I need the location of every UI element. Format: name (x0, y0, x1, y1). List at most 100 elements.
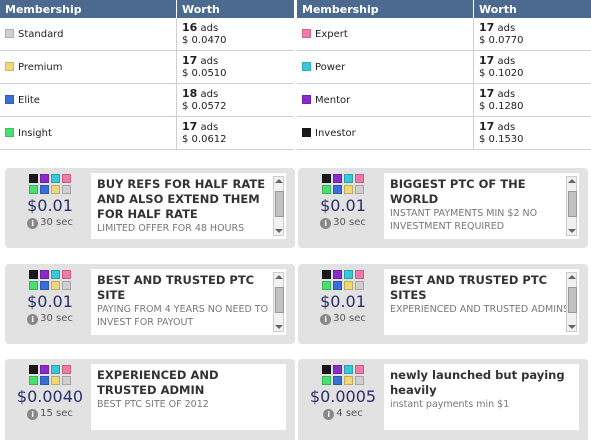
scroll-thumb[interactable] (568, 287, 577, 313)
scroll-down-arrow-icon[interactable] (568, 229, 576, 233)
ad-description: PAYING FROM 4 YEARS NO NEED TO INVEST FO… (97, 304, 269, 328)
ads-count: 17 (479, 20, 495, 34)
worth-amount: $ 0.0572 (182, 100, 227, 112)
worth-amount: $ 0.0612 (182, 133, 227, 145)
scroll-up-arrow-icon[interactable] (568, 275, 576, 279)
scrollbar[interactable] (566, 272, 577, 332)
standard-swatch (355, 281, 364, 290)
col-membership: Membership (297, 0, 474, 18)
premium-swatch (344, 376, 353, 385)
ad-card[interactable]: $0.01 i 30 sec BEST AND TRUSTED PTC SITES… (298, 264, 588, 344)
ad-text-box[interactable]: BUY REFS FOR HALF RATE AND ALSO EXTEND T… (91, 173, 286, 239)
info-icon: i (27, 409, 39, 420)
scroll-down-arrow-icon[interactable] (275, 325, 283, 329)
scroll-up-arrow-icon[interactable] (275, 179, 283, 183)
membership-color-grid (29, 270, 71, 290)
ads-unit: ads (200, 22, 219, 34)
ad-description: instant payments min $1 (390, 399, 510, 410)
ad-description: EXPERIENCED AND TRUSTED ADMINS (390, 304, 570, 315)
standard-swatch (355, 185, 364, 194)
scroll-thumb[interactable] (568, 191, 577, 217)
investor-swatch (29, 270, 38, 279)
ad-card[interactable]: $0.01 i 30 sec BEST AND TRUSTED PTC SITE P… (5, 264, 295, 344)
expert-swatch (62, 174, 71, 183)
ad-duration: 30 sec (40, 217, 73, 228)
membership-name: Elite (18, 94, 40, 106)
ad-text-box[interactable]: BEST AND TRUSTED PTC SITE PAYING FROM 4 Y… (91, 269, 286, 335)
membership-name: Expert (315, 28, 348, 40)
ad-text-box[interactable]: BIGGEST PTC OF THE WORLD INSTANT PAYMENTS… (384, 173, 579, 239)
elite-swatch (40, 376, 49, 385)
info-icon: i (27, 314, 39, 325)
ad-price: $0.0040 (16, 387, 84, 406)
investor-color-swatch (302, 127, 311, 137)
ad-text-box[interactable]: newly launched but paying heavily instant… (384, 364, 579, 430)
standard-swatch (62, 281, 71, 290)
mentor-swatch (333, 270, 342, 279)
worth-amount: $ 0.0770 (479, 34, 524, 46)
ad-title[interactable]: EXPERIENCED AND TRUSTED ADMIN (97, 368, 219, 397)
ad-card[interactable]: $0.01 i 30 sec BIGGEST PTC OF THE WORLD IN… (298, 168, 588, 248)
scroll-thumb[interactable] (275, 287, 284, 313)
scroll-up-arrow-icon[interactable] (568, 179, 576, 183)
membership-color-grid (322, 365, 364, 385)
table-row: Elite 18 ads $ 0.0572 (0, 83, 294, 117)
info-icon: i (27, 218, 39, 229)
membership-color-grid (29, 365, 71, 385)
investor-swatch (322, 365, 331, 374)
investor-swatch (322, 174, 331, 183)
ads-count: 17 (479, 86, 495, 100)
worth-amount: $ 0.1020 (479, 67, 524, 79)
insight-swatch (29, 376, 38, 385)
ad-duration: 30 sec (333, 313, 366, 324)
ad-title[interactable]: BIGGEST PTC OF THE WORLD (390, 177, 526, 206)
premium-swatch (51, 185, 60, 194)
table-header: Membership Worth (0, 0, 294, 18)
scroll-thumb[interactable] (275, 191, 284, 217)
ad-text-box[interactable]: EXPERIENCED AND TRUSTED ADMIN BEST PTC SI… (91, 364, 286, 430)
table-row: Standard 16 ads $ 0.0470 (0, 18, 294, 51)
membership-name: Power (315, 61, 346, 73)
table-row: Insight 17 ads $ 0.0612 (0, 116, 294, 150)
ad-duration: 15 sec (40, 408, 73, 419)
ads-count: 17 (182, 119, 198, 133)
ad-title[interactable]: BEST AND TRUSTED PTC SITES (390, 273, 548, 302)
premium-swatch (344, 281, 353, 290)
col-worth: Worth (473, 0, 591, 18)
ad-card[interactable]: $0.01 i 30 sec BUY REFS FOR HALF RATE AND… (5, 168, 295, 248)
power-swatch (344, 270, 353, 279)
ad-description: LIMITED OFFER FOR 48 HOURS (97, 223, 245, 234)
ad-title[interactable]: BEST AND TRUSTED PTC SITE (97, 273, 255, 302)
table-row: Expert 17 ads $ 0.0770 (297, 18, 591, 51)
premium-swatch (51, 281, 60, 290)
ad-price: $0.01 (27, 196, 73, 215)
ad-description: BEST PTC SITE OF 2012 (97, 399, 209, 410)
scrollbar[interactable] (273, 272, 284, 332)
scrollbar[interactable] (566, 176, 577, 236)
expert-swatch (355, 270, 364, 279)
membership-name: Standard (18, 28, 64, 40)
scroll-down-arrow-icon[interactable] (275, 229, 283, 233)
table-row: Mentor 17 ads $ 0.1280 (297, 83, 591, 117)
scroll-down-arrow-icon[interactable] (568, 325, 576, 329)
investor-swatch (29, 365, 38, 374)
ad-price: $0.0005 (309, 387, 377, 406)
scrollbar[interactable] (273, 176, 284, 236)
investor-swatch (322, 270, 331, 279)
ads-unit: ads (200, 55, 219, 67)
worth-amount: $ 0.0510 (182, 67, 227, 79)
membership-name: Investor (315, 127, 356, 139)
ad-text-box[interactable]: BEST AND TRUSTED PTC SITES EXPERIENCED AN… (384, 269, 579, 335)
mentor-swatch (40, 270, 49, 279)
ads-unit: ads (200, 121, 219, 133)
ad-title[interactable]: BUY REFS FOR HALF RATE AND ALSO EXTEND T… (97, 177, 266, 221)
ad-title[interactable]: newly launched but paying heavily (390, 368, 565, 397)
worth-amount: $ 0.1280 (479, 100, 524, 112)
scroll-up-arrow-icon[interactable] (275, 275, 283, 279)
ad-price: $0.01 (320, 292, 366, 311)
ad-card[interactable]: $0.0040 i 15 sec EXPERIENCED AND TRUSTED … (5, 359, 295, 440)
standard-color-swatch (5, 28, 14, 38)
membership-name: Insight (18, 127, 52, 139)
col-membership: Membership (0, 0, 177, 18)
